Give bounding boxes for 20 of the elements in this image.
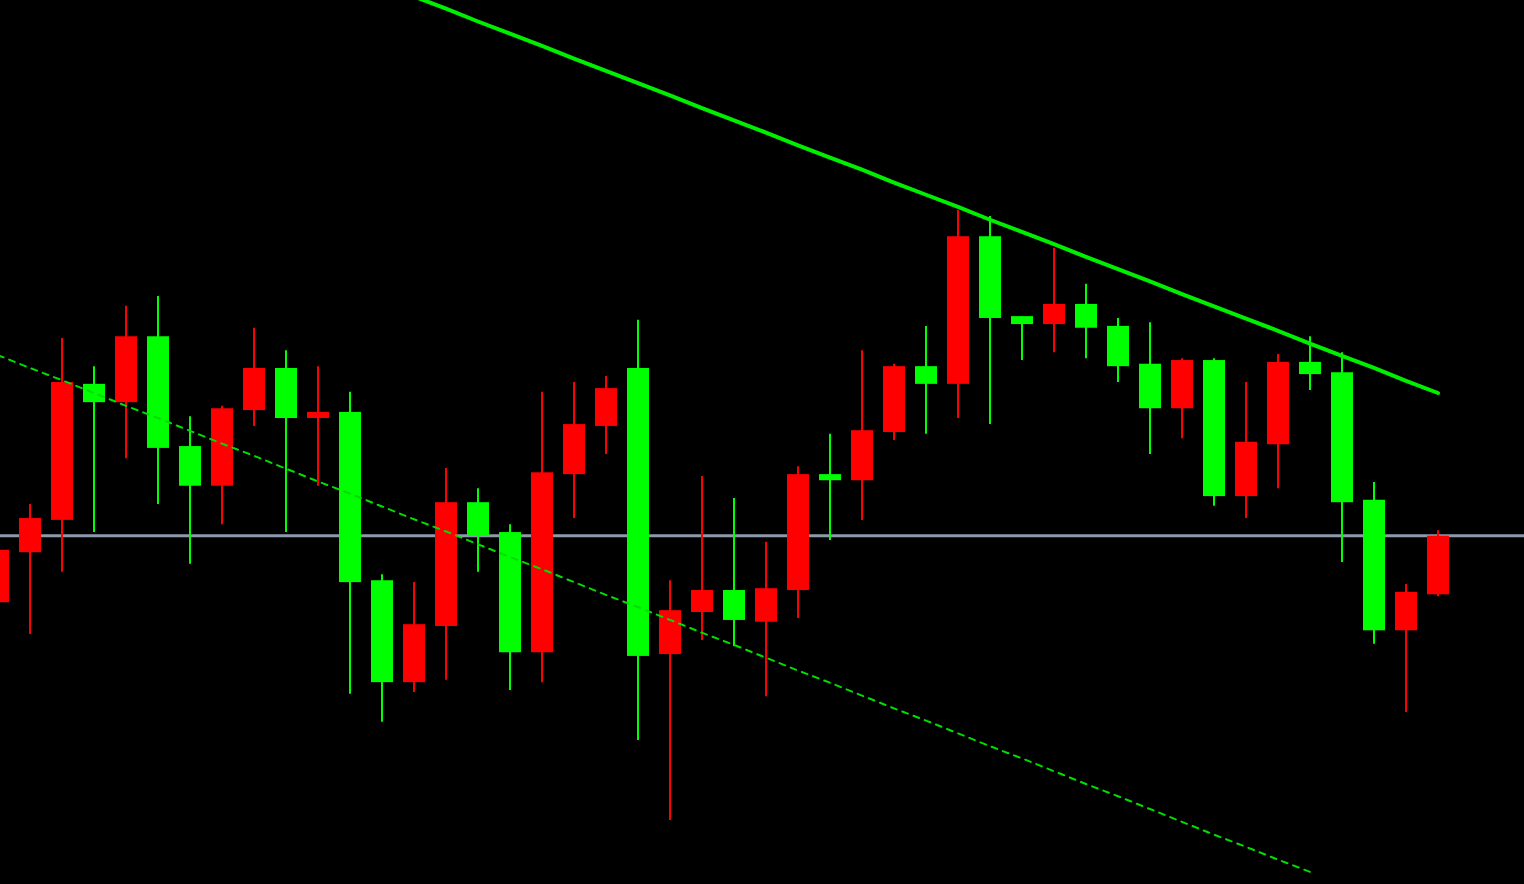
candlestick — [179, 415, 201, 565]
candlestick — [19, 503, 41, 635]
candlestick — [307, 365, 329, 487]
candlestick — [1075, 282, 1097, 360]
candlestick — [467, 487, 489, 573]
candlestick — [243, 326, 265, 427]
candlestick — [1299, 335, 1321, 391]
candlestick — [723, 496, 745, 648]
candlestick — [915, 324, 937, 435]
candlestick — [595, 374, 617, 455]
candlestick — [1107, 316, 1129, 384]
candlestick — [659, 579, 681, 821]
candlestick — [1139, 321, 1161, 455]
candlestick — [691, 474, 713, 642]
candlestick — [819, 432, 841, 542]
candlestick — [1395, 582, 1417, 714]
candlestick — [755, 540, 777, 698]
candlestick — [83, 365, 105, 534]
candlestick — [1043, 246, 1065, 354]
candlestick — [1011, 315, 1033, 362]
